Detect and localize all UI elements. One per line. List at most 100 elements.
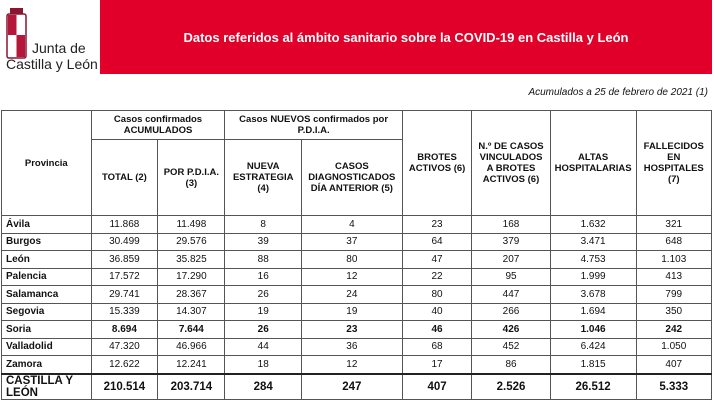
cell: 19 [224,302,302,321]
logo: Junta de Castilla y León [6,6,98,76]
column-header: N.º DE CASOS VINCULADOS A BROTES ACTIVOS… [471,110,551,216]
cell: 36.859 [90,250,159,269]
cell: 407 [635,355,713,374]
cell: 16 [224,267,302,286]
cell: Valladolid [1,337,92,356]
data-row: Valladolid 47.320 46.966 44 36 68 452 6.424 1.05… [1,337,713,356]
cell: 799 [635,285,713,304]
cell: 26 [224,285,302,304]
cell: 17.572 [90,267,159,286]
cell: 447 [471,285,551,304]
cell: 18 [224,355,302,374]
logo-text: Castilla y León [6,56,98,72]
data-row: Segovia 15.339 14.307 19 19 40 266 1.694 350 [1,302,713,321]
cell: Palencia [1,267,92,286]
cell: 95 [471,267,551,286]
cell: 1.694 [549,302,637,321]
cell: 11.868 [90,215,159,234]
cell: 23 [300,320,403,339]
cell: Zamora [1,355,92,374]
cell: 86 [471,355,551,374]
data-row: León 36.859 35.825 88 80 47 207 4.753 1.103 [1,250,713,269]
cell: 26 [224,320,302,339]
cell: 44 [224,337,302,356]
cell: 88 [224,250,302,269]
cell: 207 [471,250,551,269]
data-row: Zamora 12.622 12.241 18 12 17 86 1.815 407 [1,355,713,374]
cell: 1.103 [635,250,713,269]
cell: 22 [401,267,473,286]
cell: 407 [401,372,473,400]
column-header: BROTES ACTIVOS (6) [401,110,473,216]
cell: 12 [300,267,403,286]
cell: 426 [471,320,551,339]
cell: 6.424 [549,337,637,356]
cell: 80 [300,250,403,269]
cell: 8.694 [90,320,159,339]
cell: 648 [635,232,713,251]
cell: 1.046 [549,320,637,339]
title-banner: Datos referidos al ámbito sanitario sobr… [100,0,712,74]
cell: 452 [471,337,551,356]
cell: 379 [471,232,551,251]
data-table: Provincia Casos confirmados ACUMULADOS Cas… [1,110,713,400]
group-header: Casos confirmados ACUMULADOS [90,110,226,140]
cell: 11.498 [157,215,226,234]
column-header: TOTAL (2) [90,139,159,216]
cell: Burgos [1,232,92,251]
cell: 12 [300,355,403,374]
cell: 5.333 [635,372,713,400]
cell: 64 [401,232,473,251]
group-header: Casos NUEVOS confirmados por P.D.I.A. [224,110,403,140]
cell: 203.714 [157,372,226,400]
subtitle: Acumulados a 25 de febrero de 2021 (1) [528,87,708,98]
header-row: Provincia Casos confirmados ACUMULADOS Cas… [1,110,713,216]
header-row: TOTAL (2) POR P.D.I.A. (3) NUEVA ESTRATEGI… [2,139,712,216]
cell: CASTILLA Y LEÓN [1,372,92,400]
cell: 30.499 [90,232,159,251]
cell: 1.815 [549,355,637,374]
cell: Salamanca [1,285,92,304]
data-row: Ávila 11.868 11.498 8 4 23 168 1.632 321 [1,215,713,234]
cell: 12.622 [90,355,159,374]
data-row: Burgos 30.499 29.576 39 37 64 379 3.471 648 [1,232,713,251]
cell: 47.320 [90,337,159,356]
cell: 1.632 [549,215,637,234]
cell: 23 [401,215,473,234]
cell: 284 [224,372,302,400]
cell: Soria [1,320,92,339]
cell: 7.644 [157,320,226,339]
cell: 350 [635,302,713,321]
cell: 19 [300,302,403,321]
cell: 17 [401,355,473,374]
cell: 28.367 [157,285,226,304]
column-header: CASOS DIAGNOSTICADOS DÍA ANTERIOR (5) [300,139,403,216]
total-row: CASTILLA Y LEÓN 210.514 203.714 284 247 407 2.… [1,372,713,400]
cell: 4 [300,215,403,234]
cell: 35.825 [157,250,226,269]
cell: 168 [471,215,551,234]
cell: 3.678 [549,285,637,304]
column-header: NUEVA ESTRATEGIA (4) [224,139,302,216]
column-header: POR P.D.I.A. (3) [157,139,226,216]
cell: 266 [471,302,551,321]
cell: Ávila [1,215,92,234]
column-header: FALLECIDOS EN HOSPITALES (7) [635,110,713,216]
cell: 2.526 [471,372,551,400]
cell: 3.471 [549,232,637,251]
cell: 68 [401,337,473,356]
cell: 413 [635,267,713,286]
cell: 17.290 [157,267,226,286]
cell: León [1,250,92,269]
cell: 39 [224,232,302,251]
data-row: Salamanca 29.741 28.367 26 24 80 447 3.678 799 [1,285,713,304]
cell: 26.512 [549,372,637,400]
cell: 46.966 [157,337,226,356]
cell: 29.741 [90,285,159,304]
cell: 24 [300,285,403,304]
title: Datos referidos al ámbito sanitario sobr… [183,29,629,45]
crest [6,8,27,59]
cell: 40 [401,302,473,321]
cell: Segovia [1,302,92,321]
